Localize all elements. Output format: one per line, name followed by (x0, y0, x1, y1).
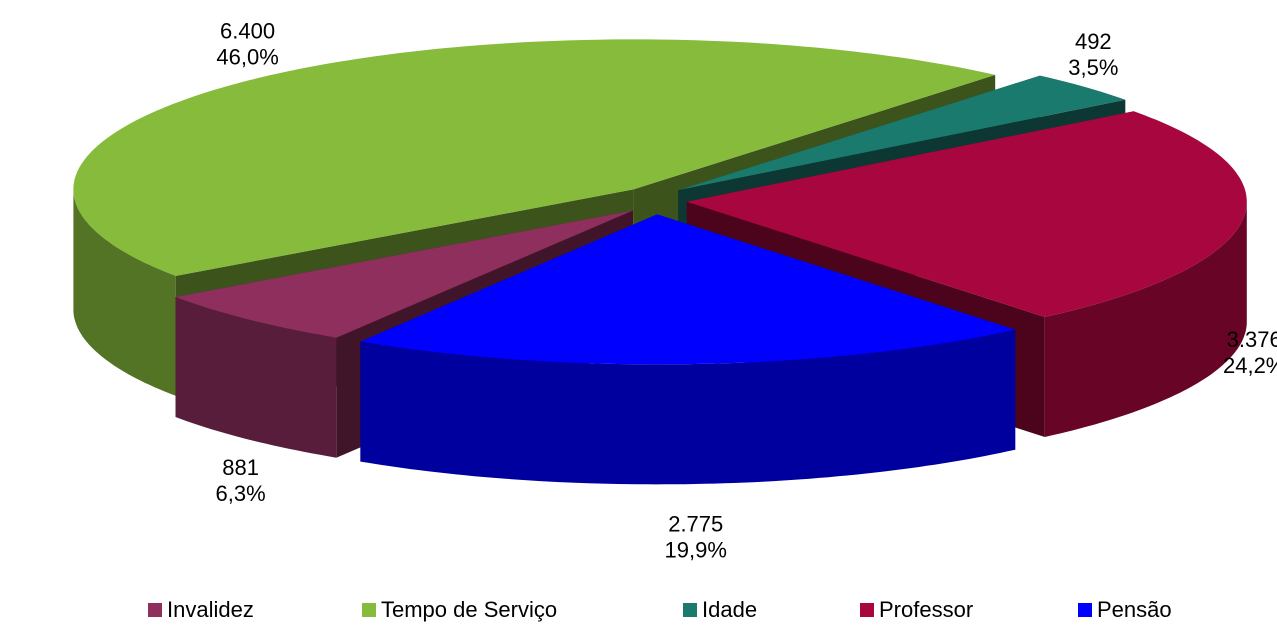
legend-swatch (860, 603, 874, 617)
legend-label: Professor (879, 597, 973, 622)
percent-label: 19,9% (665, 538, 727, 563)
slice-side (175, 297, 337, 458)
slice (360, 214, 1016, 365)
percent-label: 24,2% (1223, 353, 1277, 378)
slice-side (73, 187, 176, 396)
percent-label: 6,3% (216, 481, 266, 506)
slice (686, 111, 1247, 317)
percent-label: 3,5% (1068, 55, 1118, 80)
legend-swatch (362, 603, 376, 617)
legend-label: Tempo de Serviço (381, 597, 557, 622)
value-label: 2.775 (668, 512, 723, 537)
slice-side (360, 329, 1016, 485)
value-label: 6.400 (220, 18, 275, 43)
value-label: 492 (1075, 29, 1112, 54)
legend-label: Pensão (1097, 597, 1172, 622)
slice (678, 75, 1126, 191)
legend-swatch (683, 603, 697, 617)
slice (73, 39, 996, 276)
legend-label: Invalidez (167, 597, 254, 622)
legend-swatch (1078, 603, 1092, 617)
legend-swatch (148, 603, 162, 617)
slice-side (1044, 200, 1247, 437)
percent-label: 46,0% (216, 44, 278, 69)
value-label: 3.376 (1227, 327, 1277, 352)
legend-label: Idade (702, 597, 757, 622)
value-label: 881 (222, 455, 259, 480)
slice (175, 210, 633, 338)
